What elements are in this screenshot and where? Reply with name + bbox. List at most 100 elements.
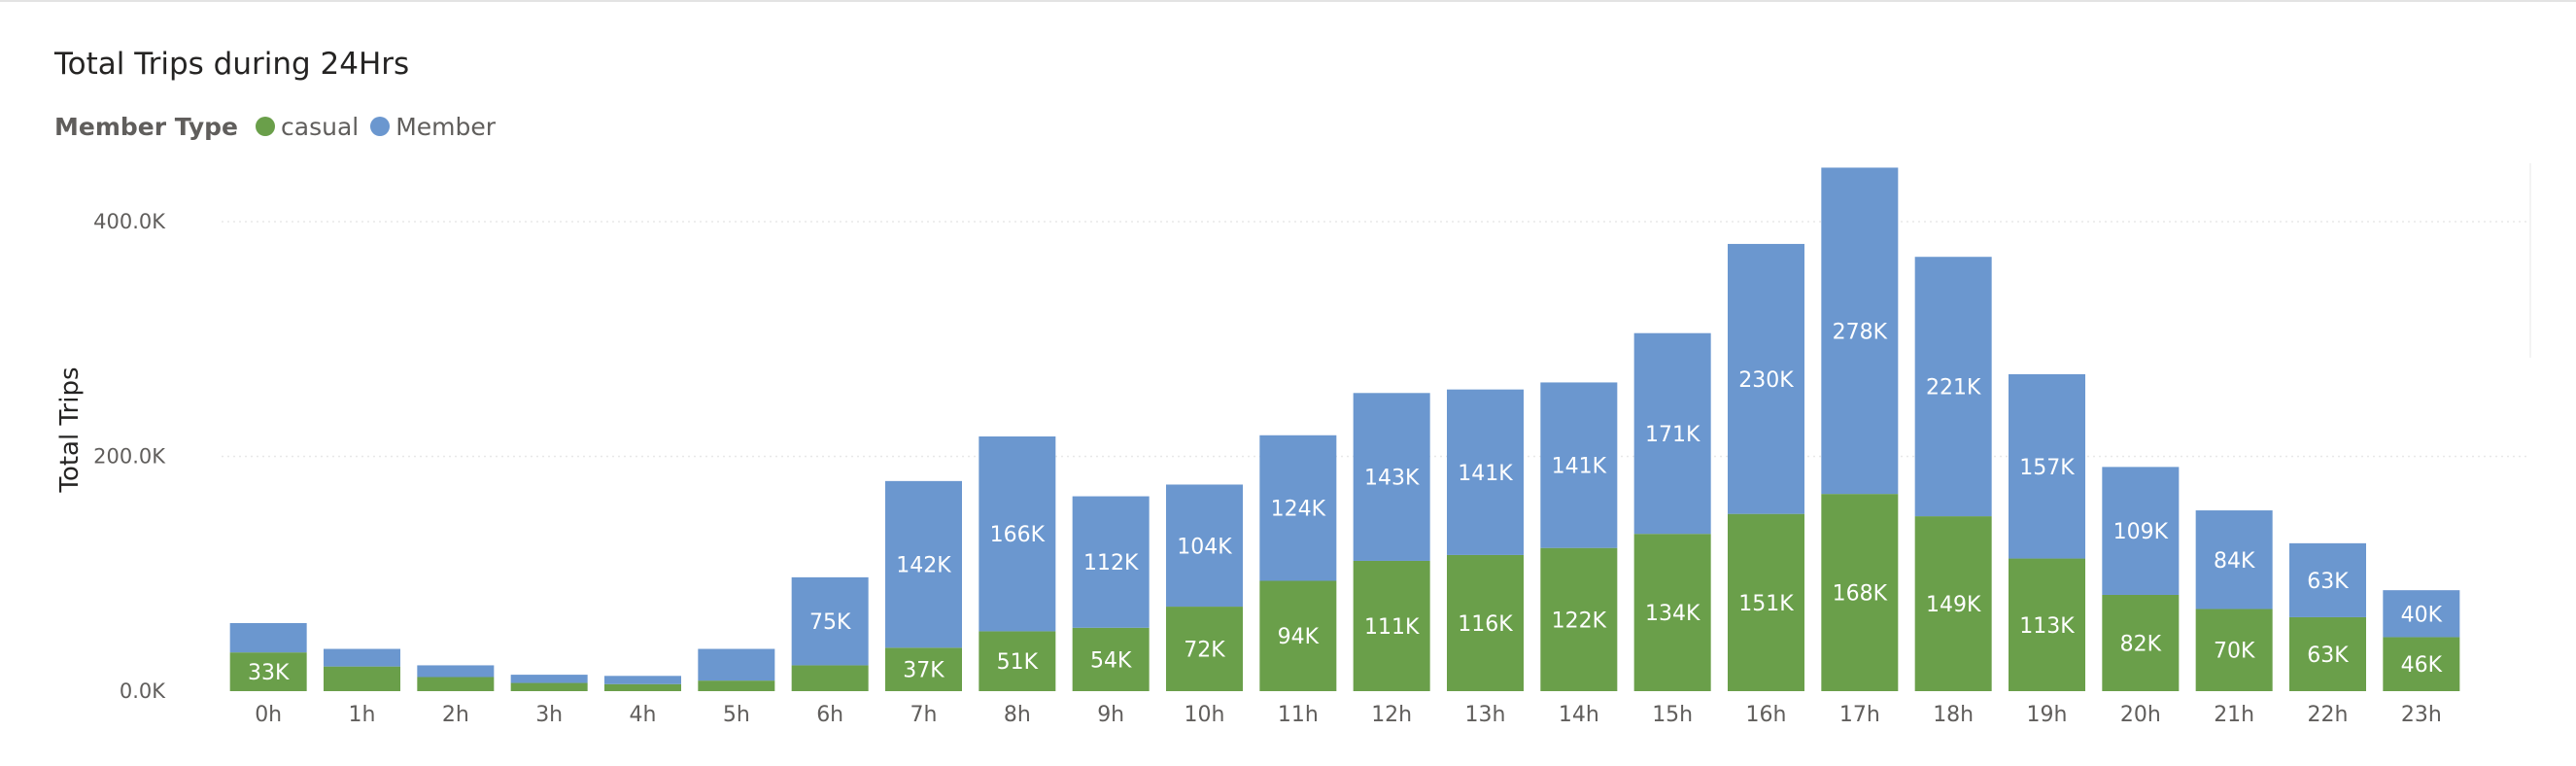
y-axis-label: Total Trips <box>55 366 85 493</box>
bar-member-9h[interactable] <box>1072 496 1150 628</box>
bar-member-14h[interactable] <box>1540 382 1618 548</box>
legend-item-member[interactable]: Member <box>370 113 496 141</box>
bar-casual-7h[interactable] <box>885 647 962 691</box>
bar-member-19h[interactable] <box>2009 373 2085 559</box>
bar-member-22h[interactable] <box>2289 542 2366 617</box>
bar-casual-11h[interactable] <box>1259 580 1337 691</box>
data-label-member-22h: 63K <box>2307 570 2349 594</box>
x-tick-label-21h: 21h <box>2214 703 2254 727</box>
x-tick-label-18h: 18h <box>1933 703 1974 727</box>
bar-member-16h[interactable] <box>1728 243 1804 514</box>
x-tick-label-5h: 5h <box>723 703 750 727</box>
bar-member-20h[interactable] <box>2102 467 2180 595</box>
data-label-casual-17h: 168K <box>1833 582 1888 607</box>
bar-member-3h[interactable] <box>510 675 588 683</box>
data-label-member-7h: 142K <box>896 554 951 578</box>
data-label-casual-10h: 72K <box>1184 639 1225 663</box>
data-label-casual-21h: 70K <box>2214 640 2255 664</box>
y-tick-label: 0.0K <box>120 679 166 703</box>
bar-casual-14h[interactable] <box>1540 547 1618 691</box>
legend-title: Member Type <box>54 112 239 141</box>
data-label-casual-11h: 94K <box>1278 625 1320 649</box>
bar-casual-0h[interactable] <box>229 652 307 691</box>
y-tick-label: 200.0K <box>93 445 166 469</box>
bar-casual-17h[interactable] <box>1821 494 1899 691</box>
x-tick-label-16h: 16h <box>1746 703 1787 727</box>
bar-casual-12h[interactable] <box>1353 560 1430 691</box>
x-tick-label-22h: 22h <box>2308 703 2349 727</box>
data-label-casual-15h: 134K <box>1645 602 1700 626</box>
bar-casual-1h[interactable] <box>324 666 400 691</box>
data-label-casual-13h: 116K <box>1458 612 1513 637</box>
bar-member-17h[interactable] <box>1821 167 1899 495</box>
bar-member-8h[interactable] <box>979 435 1056 632</box>
bar-member-21h[interactable] <box>2195 510 2273 609</box>
bar-member-13h[interactable] <box>1447 389 1524 555</box>
x-tick-label-20h: 20h <box>2120 703 2161 727</box>
data-label-casual-23h: 46K <box>2401 653 2443 678</box>
bar-member-12h[interactable] <box>1353 393 1430 561</box>
data-label-casual-14h: 122K <box>1552 609 1607 633</box>
bar-casual-3h[interactable] <box>510 682 588 691</box>
bar-casual-20h[interactable] <box>2102 594 2180 691</box>
data-label-member-19h: 157K <box>2019 456 2075 480</box>
data-label-casual-9h: 54K <box>1090 648 1132 673</box>
bar-casual-8h[interactable] <box>979 631 1056 691</box>
x-tick-label-17h: 17h <box>1839 703 1880 727</box>
x-tick-label-3h: 3h <box>535 703 563 727</box>
data-label-member-14h: 141K <box>1552 455 1607 479</box>
legend: Member Type casual Member <box>54 109 507 144</box>
data-label-casual-20h: 82K <box>2120 632 2162 656</box>
data-label-casual-22h: 63K <box>2307 644 2349 668</box>
y-axis: 0.0K 200.0K 400.0K <box>93 210 166 703</box>
bar-casual-4h[interactable] <box>604 683 681 691</box>
x-tick-label-11h: 11h <box>1278 703 1319 727</box>
bar-casual-16h[interactable] <box>1728 513 1804 691</box>
bar-casual-15h[interactable] <box>1633 534 1711 691</box>
x-tick-label-4h: 4h <box>630 703 657 727</box>
data-label-member-12h: 143K <box>1364 467 1420 491</box>
chart-edge-divider <box>2529 163 2531 358</box>
bar-casual-21h[interactable] <box>2195 609 2273 691</box>
bar-member-4h[interactable] <box>604 676 681 684</box>
bar-member-23h[interactable] <box>2383 590 2460 638</box>
data-label-casual-7h: 37K <box>903 659 945 683</box>
legend-item-casual[interactable]: casual <box>256 113 359 141</box>
bar-casual-5h[interactable] <box>698 680 775 691</box>
bar-member-5h[interactable] <box>698 648 775 681</box>
legend-label-member: Member <box>395 112 497 141</box>
data-label-member-8h: 166K <box>990 523 1046 547</box>
bar-member-1h[interactable] <box>324 648 400 667</box>
x-tick-label-8h: 8h <box>1004 703 1031 727</box>
data-label-member-11h: 124K <box>1271 498 1326 522</box>
x-axis: 0h 1h 2h 3h 4h 5h 6h 7h 8h 9h 10h 11h 12h 13h 14h 15h 16… <box>255 703 2442 727</box>
data-label-casual-0h: 33K <box>248 661 290 685</box>
bar-member-11h[interactable] <box>1259 435 1337 581</box>
data-label-member-13h: 141K <box>1458 462 1513 486</box>
bar-member-2h[interactable] <box>417 665 495 678</box>
bar-casual-2h[interactable] <box>417 677 495 691</box>
bar-casual-22h[interactable] <box>2289 616 2366 691</box>
bar-casual-19h[interactable] <box>2009 558 2085 691</box>
bar-casual-9h[interactable] <box>1072 627 1150 691</box>
bar-member-7h[interactable] <box>885 480 962 648</box>
bar-casual-13h[interactable] <box>1447 554 1524 691</box>
bar-casual-10h[interactable] <box>1166 607 1243 691</box>
x-tick-label-1h: 1h <box>349 703 376 727</box>
bar-casual-18h[interactable] <box>1914 516 1992 691</box>
x-tick-label-23h: 23h <box>2401 703 2442 727</box>
bar-member-10h[interactable] <box>1166 484 1243 608</box>
bar-member-6h[interactable] <box>791 576 869 666</box>
data-label-member-23h: 40K <box>2401 603 2443 627</box>
data-label-member-20h: 109K <box>2113 520 2169 544</box>
data-label-casual-8h: 51K <box>997 650 1039 675</box>
bar-member-15h[interactable] <box>1633 332 1711 535</box>
bar-member-18h[interactable] <box>1914 257 1992 517</box>
bar-casual-23h[interactable] <box>2383 637 2460 691</box>
bars: 33K 75K 37K 142K 51K 166K 54K 112K 72K 104K 94K 124… <box>229 167 2460 691</box>
bar-casual-6h[interactable] <box>791 665 869 691</box>
x-tick-label-10h: 10h <box>1185 703 1225 727</box>
bar-member-0h[interactable] <box>229 622 307 653</box>
top-border <box>0 0 2576 2</box>
